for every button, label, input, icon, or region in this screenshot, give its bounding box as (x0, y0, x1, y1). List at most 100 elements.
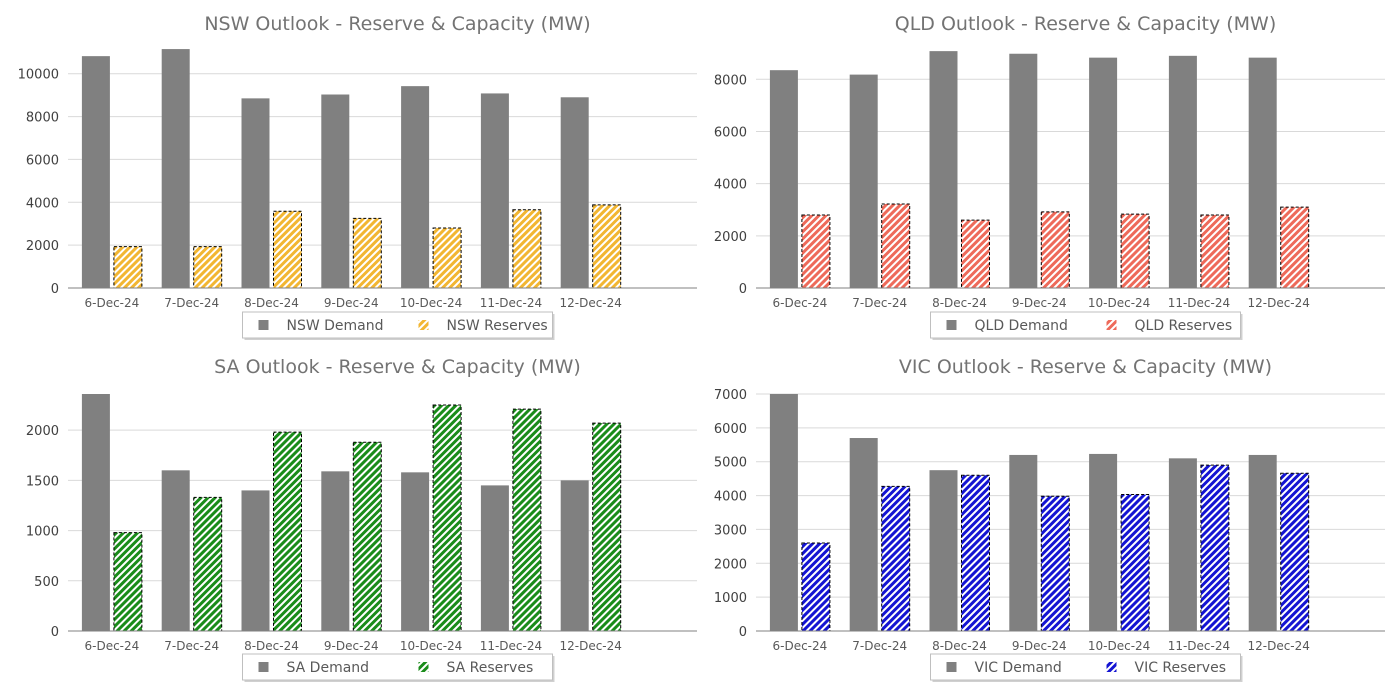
legend: QLD Demand QLD Reserves (930, 311, 1243, 340)
legend-label-vic-reserves: VIC Reserves (1135, 660, 1227, 676)
bar-sa-demand-9-dec-24 (321, 471, 350, 631)
legend-swatch-nsw-reserves (418, 320, 429, 330)
bar-sa-demand-10-dec-24 (401, 472, 430, 631)
x-tick-label: 8-Dec-24 (932, 639, 987, 653)
chart-vic: VIC Outlook - Reserve & Capacity (MW) 0 10… (714, 356, 1385, 682)
bar-sa-reserves-8-dec-24 (273, 431, 302, 632)
legend: VIC Demand VIC Reserves (930, 653, 1243, 682)
y-tick-label: 8000 (26, 111, 59, 126)
legend-label-nsw-reserves: NSW Reserves (447, 318, 548, 334)
bar-vic-reserves-7-dec-24 (881, 485, 911, 632)
x-tick-label: 6-Dec-24 (773, 639, 828, 653)
y-tick-label: 1000 (714, 591, 747, 606)
legend-label-qld-demand: QLD Demand (975, 318, 1068, 334)
y-tick-label: 5000 (714, 456, 747, 471)
y-tick-label: 0 (51, 282, 59, 297)
bar-sa-reserves-6-dec-24 (113, 532, 143, 632)
x-tick-label: 12-Dec-24 (1247, 296, 1309, 310)
x-tick-label: 11-Dec-24 (1168, 639, 1230, 653)
bar-sa-reserves-11-dec-24 (512, 408, 542, 632)
bar-vic-reserves-6-dec-24 (801, 542, 831, 632)
legend: NSW Demand NSW Reserves (242, 311, 555, 340)
bar-qld-demand-6-dec-24 (769, 70, 798, 288)
bar-vic-demand-6-dec-24 (769, 394, 798, 631)
bar-nsw-demand-9-dec-24 (321, 94, 350, 288)
chart-nsw: NSW Outlook - Reserve & Capacity (MW) 0 20… (18, 13, 697, 340)
bar-vic-demand-8-dec-24 (929, 470, 958, 631)
x-tick-label: 10-Dec-24 (400, 639, 462, 653)
x-tick-label: 10-Dec-24 (1088, 296, 1150, 310)
bar-sa-demand-7-dec-24 (161, 470, 190, 631)
chart-qld: QLD Outlook - Reserve & Capacity (MW) 0 20… (714, 13, 1385, 340)
x-tick-label: 11-Dec-24 (480, 639, 542, 653)
y-tick-label: 4000 (714, 178, 747, 193)
y-tick-label: 3000 (714, 523, 747, 538)
bar-sa-demand-12-dec-24 (560, 480, 589, 631)
x-tick-label: 7-Dec-24 (164, 296, 219, 310)
y-tick-label: 4000 (714, 490, 747, 505)
chart-title: NSW Outlook - Reserve & Capacity (MW) (204, 13, 590, 35)
x-tick-label: 12-Dec-24 (559, 639, 621, 653)
bar-nsw-demand-11-dec-24 (480, 93, 509, 288)
x-tick-label: 9-Dec-24 (1012, 296, 1067, 310)
bar-nsw-demand-7-dec-24 (161, 49, 190, 289)
chart-title: QLD Outlook - Reserve & Capacity (MW) (895, 13, 1276, 35)
bar-nsw-reserves-12-dec-24 (592, 204, 622, 289)
legend-label-sa-reserves: SA Reserves (447, 660, 534, 676)
legend-swatch-nsw-demand (258, 320, 269, 330)
bar-nsw-reserves-7-dec-24 (193, 246, 223, 289)
y-tick-label: 10000 (18, 68, 59, 83)
y-tick-label: 6000 (26, 153, 59, 168)
bar-qld-reserves-11-dec-24 (1200, 214, 1230, 289)
y-tick-label: 2000 (26, 424, 59, 439)
bar-qld-reserves-8-dec-24 (961, 219, 990, 289)
bar-sa-reserves-12-dec-24 (592, 422, 622, 632)
bar-sa-demand-8-dec-24 (241, 490, 270, 631)
x-tick-label: 7-Dec-24 (852, 296, 907, 310)
bar-sa-reserves-9-dec-24 (352, 441, 382, 632)
legend-swatch-sa-reserves (418, 662, 429, 672)
legend-label-nsw-demand: NSW Demand (287, 318, 384, 334)
bar-nsw-demand-12-dec-24 (560, 97, 589, 289)
y-tick-label: 0 (51, 625, 59, 640)
x-tick-label: 8-Dec-24 (244, 639, 299, 653)
bar-nsw-reserves-6-dec-24 (113, 246, 143, 289)
y-tick-label: 1500 (26, 474, 59, 489)
y-tick-label: 8000 (714, 73, 747, 88)
x-tick-label: 9-Dec-24 (324, 639, 379, 653)
y-tick-label: 7000 (714, 388, 747, 403)
y-tick-label: 2000 (26, 239, 59, 254)
y-tick-label: 2000 (714, 230, 747, 245)
bar-qld-reserves-9-dec-24 (1040, 211, 1070, 289)
bar-vic-reserves-9-dec-24 (1040, 495, 1070, 632)
y-tick-label: 2000 (714, 557, 747, 572)
legend-swatch-qld-demand (946, 320, 957, 330)
bar-nsw-reserves-8-dec-24 (273, 210, 302, 289)
y-tick-label: 1000 (26, 525, 59, 540)
bar-qld-demand-7-dec-24 (849, 74, 878, 288)
x-tick-label: 10-Dec-24 (400, 296, 462, 310)
bar-qld-demand-8-dec-24 (929, 51, 958, 289)
y-tick-label: 0 (739, 625, 747, 640)
legend-label-vic-demand: VIC Demand (975, 660, 1062, 676)
chart-title: VIC Outlook - Reserve & Capacity (MW) (899, 356, 1272, 378)
x-tick-label: 9-Dec-24 (324, 296, 379, 310)
bar-vic-reserves-11-dec-24 (1200, 464, 1230, 632)
bar-sa-demand-6-dec-24 (81, 394, 110, 631)
x-tick-label: 6-Dec-24 (773, 296, 828, 310)
bar-qld-demand-12-dec-24 (1248, 57, 1277, 288)
y-tick-label: 6000 (714, 422, 747, 437)
bar-sa-reserves-7-dec-24 (193, 496, 223, 632)
bar-nsw-reserves-9-dec-24 (352, 217, 382, 289)
x-tick-label: 9-Dec-24 (1012, 639, 1067, 653)
x-tick-label: 11-Dec-24 (480, 296, 542, 310)
legend-swatch-qld-reserves (1106, 320, 1117, 330)
legend-swatch-sa-demand (258, 662, 269, 672)
bar-qld-reserves-12-dec-24 (1280, 206, 1310, 289)
x-tick-label: 8-Dec-24 (932, 296, 987, 310)
bar-qld-reserves-6-dec-24 (801, 214, 831, 289)
bar-nsw-demand-10-dec-24 (401, 86, 430, 289)
bar-vic-reserves-8-dec-24 (961, 474, 990, 632)
bar-nsw-reserves-10-dec-24 (432, 227, 462, 289)
legend-label-qld-reserves: QLD Reserves (1135, 318, 1233, 334)
